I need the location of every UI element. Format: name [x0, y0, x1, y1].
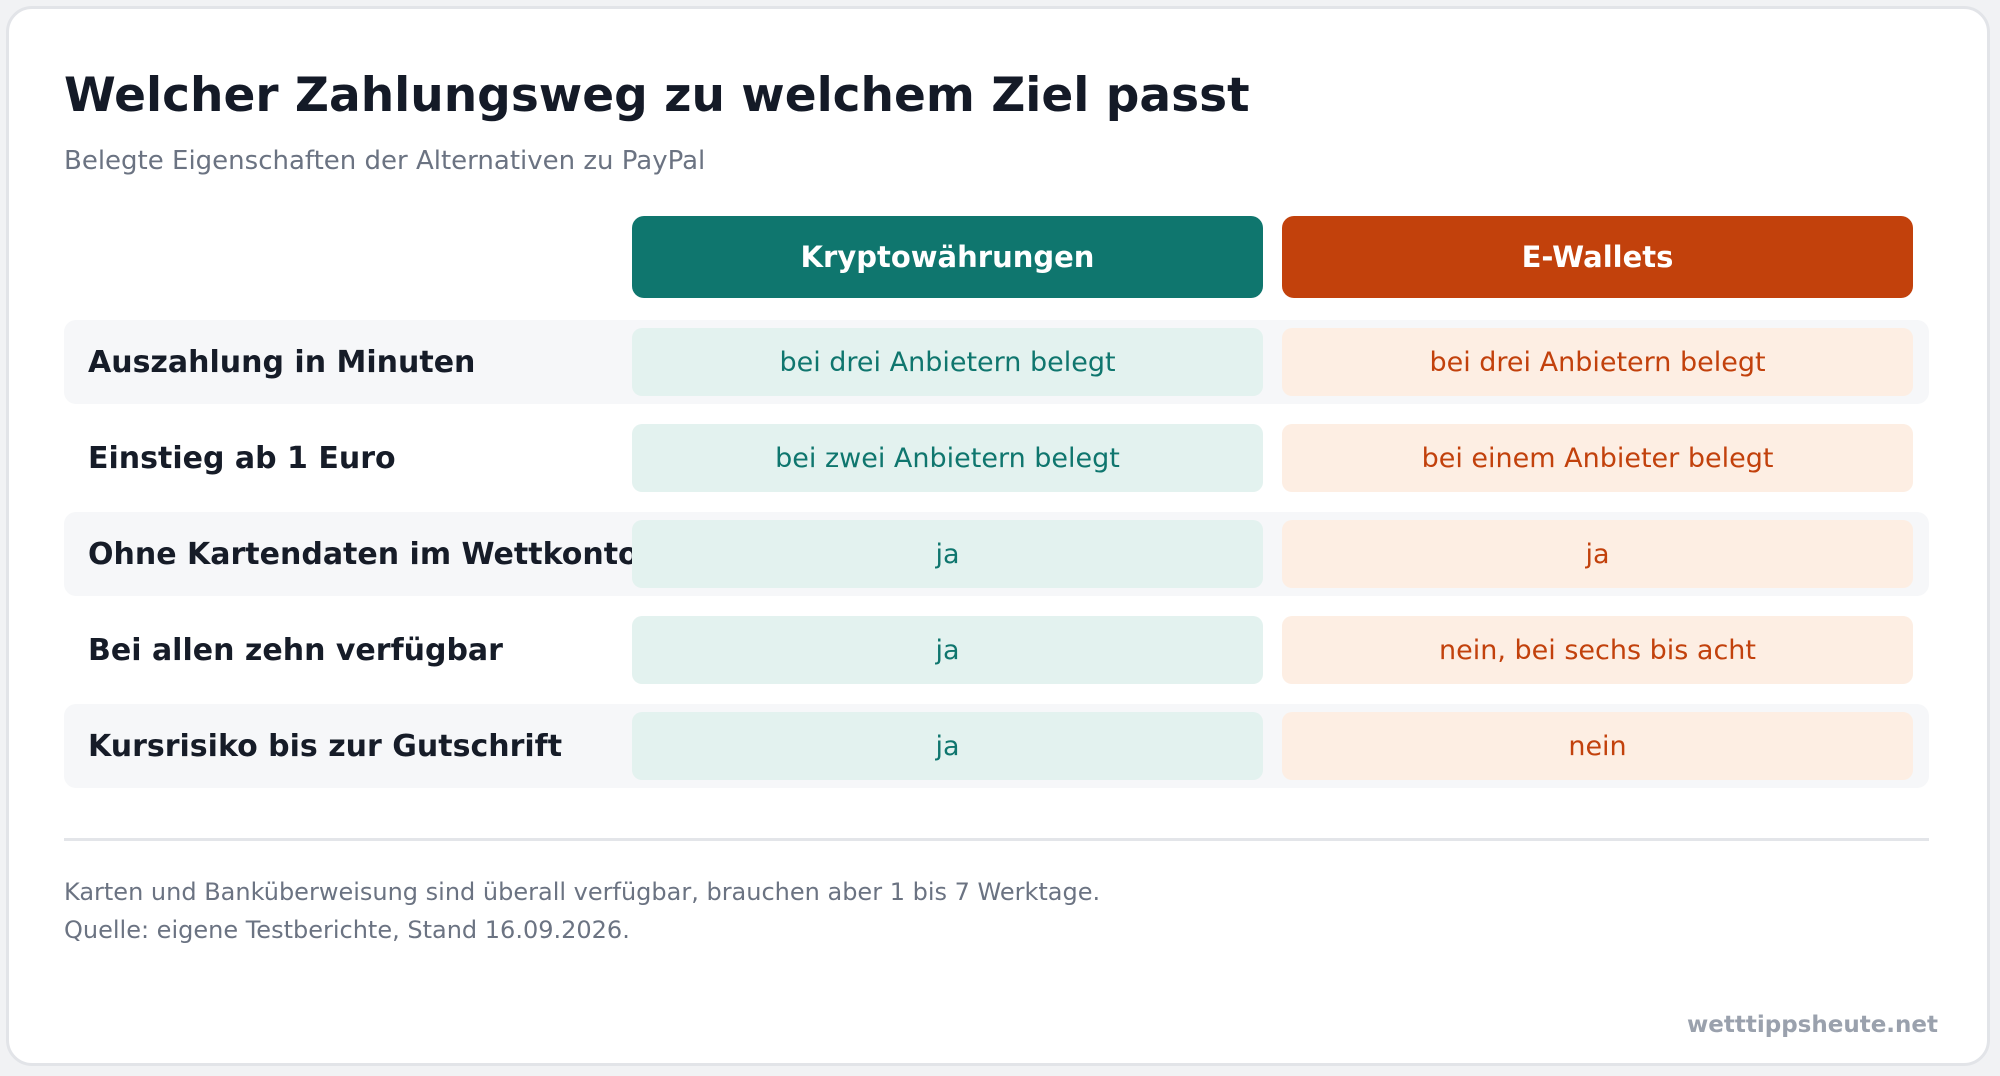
row-label: Einstieg ab 1 Euro	[88, 440, 396, 476]
table-cell: nein	[1282, 712, 1913, 780]
chart-title: Welcher Zahlungsweg zu welchem Ziel pass…	[64, 68, 1250, 123]
table-cell: ja	[632, 712, 1263, 780]
brand-label: wetttippsheute.net	[1687, 1012, 1938, 1038]
row-label: Ohne Kartendaten im Wettkonto	[88, 536, 639, 572]
table-cell: bei zwei Anbietern belegt	[632, 424, 1263, 492]
chart-subtitle: Belegte Eigenschaften der Alternativen z…	[64, 146, 706, 176]
row-label: Auszahlung in Minuten	[88, 344, 476, 380]
table-cell: nein, bei sechs bis acht	[1282, 616, 1913, 684]
table-cell: ja	[632, 520, 1263, 588]
footer-divider	[64, 838, 1929, 841]
table-cell: bei einem Anbieter belegt	[1282, 424, 1913, 492]
column-header-1: Kryptowährungen	[632, 216, 1263, 298]
source-text: Quelle: eigene Testberichte, Stand 16.09…	[64, 916, 630, 944]
footnote-text: Karten und Banküberweisung sind überall …	[64, 878, 1101, 906]
column-header-2: E-Wallets	[1282, 216, 1913, 298]
table-cell: ja	[632, 616, 1263, 684]
row-label: Kursrisiko bis zur Gutschrift	[88, 728, 563, 764]
table-cell: bei drei Anbietern belegt	[1282, 328, 1913, 396]
table-cell: ja	[1282, 520, 1913, 588]
table-cell: bei drei Anbietern belegt	[632, 328, 1263, 396]
row-label: Bei allen zehn verfügbar	[88, 632, 503, 668]
